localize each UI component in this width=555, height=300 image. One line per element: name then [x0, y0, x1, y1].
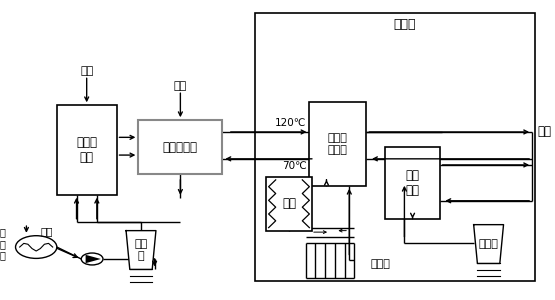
Text: 供冷: 供冷 [537, 125, 552, 139]
Text: 抽汽: 抽汽 [80, 66, 93, 76]
Bar [255, 13, 535, 281]
Text: 凝
汽
器: 凝 汽 器 [0, 227, 6, 261]
Text: 热网加热器: 热网加热器 [163, 140, 198, 154]
Bar [266, 177, 312, 231]
Bar [57, 105, 117, 195]
Bar [138, 120, 223, 174]
Text: 抽汽: 抽汽 [174, 81, 187, 91]
Text: 吸收式
制冷机: 吸收式 制冷机 [328, 133, 348, 155]
Text: 冷却塔: 冷却塔 [478, 239, 498, 249]
Text: 地埋管: 地埋管 [371, 259, 391, 269]
Text: 吸收式
热泵: 吸收式 热泵 [76, 136, 97, 164]
Text: 120℃: 120℃ [275, 118, 307, 128]
Text: 冷却
塔: 冷却 塔 [134, 239, 148, 261]
Bar [309, 102, 366, 186]
Text: 70℃: 70℃ [282, 161, 307, 171]
Text: 电制
冷机: 电制 冷机 [406, 169, 420, 197]
Polygon shape [473, 225, 503, 263]
Bar [385, 147, 440, 219]
Text: 乏汽: 乏汽 [41, 226, 53, 236]
Text: 板换: 板换 [282, 197, 296, 210]
Polygon shape [126, 231, 156, 269]
Polygon shape [85, 255, 101, 263]
Text: 热力站: 热力站 [393, 18, 416, 31]
